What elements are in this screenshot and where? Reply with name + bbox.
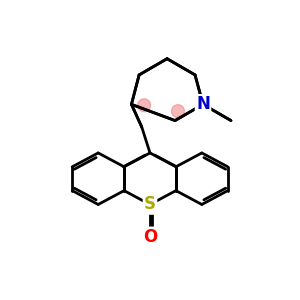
Text: O: O (143, 228, 157, 246)
Circle shape (138, 99, 151, 112)
Circle shape (172, 105, 184, 118)
Text: N: N (196, 95, 210, 113)
Text: S: S (144, 196, 156, 214)
